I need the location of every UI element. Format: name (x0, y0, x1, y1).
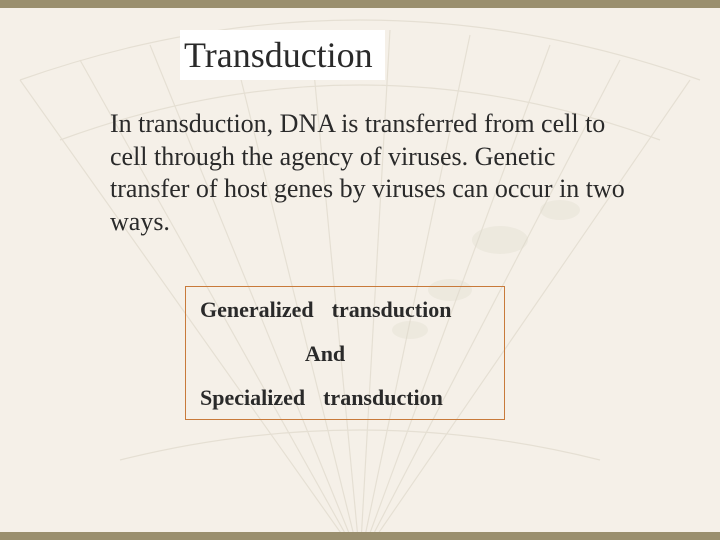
slide-content: Transduction In transduction, DNA is tra… (0, 0, 720, 440)
transduction-word-2: transduction (323, 385, 443, 410)
generalized-line: Generalized transduction (200, 297, 490, 323)
transduction-word-1: transduction (332, 297, 452, 322)
title-container: Transduction (180, 30, 385, 80)
slide-title: Transduction (184, 34, 373, 76)
slide-body-text: In transduction, DNA is transferred from… (110, 108, 640, 238)
bottom-border-bar (0, 532, 720, 540)
transduction-types-box: Generalizedtransduction And Specializedt… (185, 286, 505, 420)
specialized-line: Specialized transduction (200, 385, 490, 411)
specialized-word: Specialized (200, 385, 305, 410)
connector-line: And (160, 341, 490, 367)
top-border-bar (0, 0, 720, 8)
generalized-word: Generalized (200, 297, 314, 322)
